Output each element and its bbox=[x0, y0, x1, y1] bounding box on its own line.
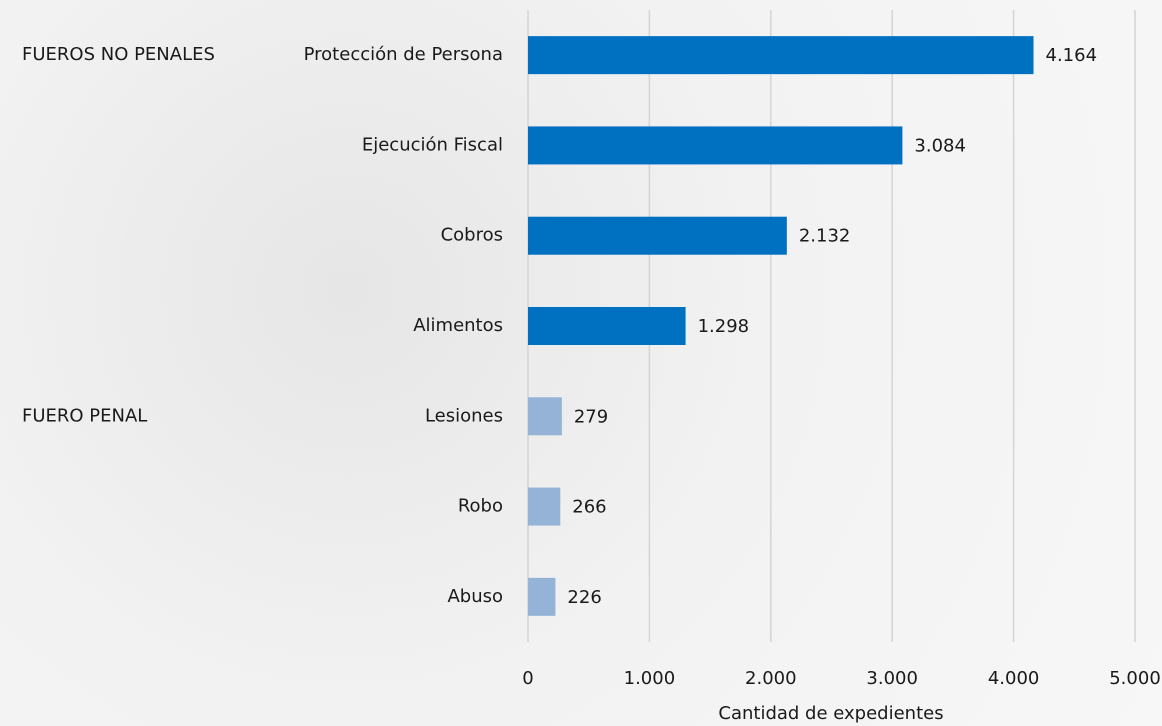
value-label: 226 bbox=[567, 587, 601, 608]
y-tick-label: Lesiones bbox=[425, 405, 503, 426]
y-tick-label: Cobros bbox=[441, 225, 503, 246]
bar bbox=[528, 397, 562, 436]
x-tick-label: 2.000 bbox=[745, 668, 797, 689]
x-tick-label: 4.000 bbox=[988, 668, 1040, 689]
bar bbox=[528, 36, 1034, 75]
value-label: 279 bbox=[574, 406, 608, 427]
value-label: 266 bbox=[572, 497, 606, 518]
x-tick-label: 1.000 bbox=[624, 668, 676, 689]
bar bbox=[528, 126, 903, 165]
y-tick-label: Abuso bbox=[447, 586, 503, 607]
x-tick-label: 3.000 bbox=[866, 668, 918, 689]
value-label: 3.084 bbox=[914, 135, 966, 156]
y-tick-label: Alimentos bbox=[413, 315, 503, 336]
value-label: 1.298 bbox=[698, 316, 750, 337]
y-tick-label: Protección de Persona bbox=[304, 44, 503, 65]
bar bbox=[528, 577, 556, 616]
value-label: 2.132 bbox=[799, 226, 851, 247]
x-tick-label: 5.000 bbox=[1109, 668, 1161, 689]
x-axis-title: Cantidad de expedientes bbox=[718, 703, 943, 724]
bar bbox=[528, 307, 686, 345]
bar bbox=[528, 216, 787, 255]
bar bbox=[528, 487, 561, 526]
group-label: FUERO PENAL bbox=[22, 405, 147, 426]
value-label: 4.164 bbox=[1046, 45, 1098, 66]
x-tick-label: 0 bbox=[522, 668, 533, 689]
y-tick-label: Robo bbox=[458, 496, 503, 517]
y-tick-label: Ejecución Fiscal bbox=[362, 134, 503, 155]
group-label: FUEROS NO PENALES bbox=[22, 44, 215, 65]
